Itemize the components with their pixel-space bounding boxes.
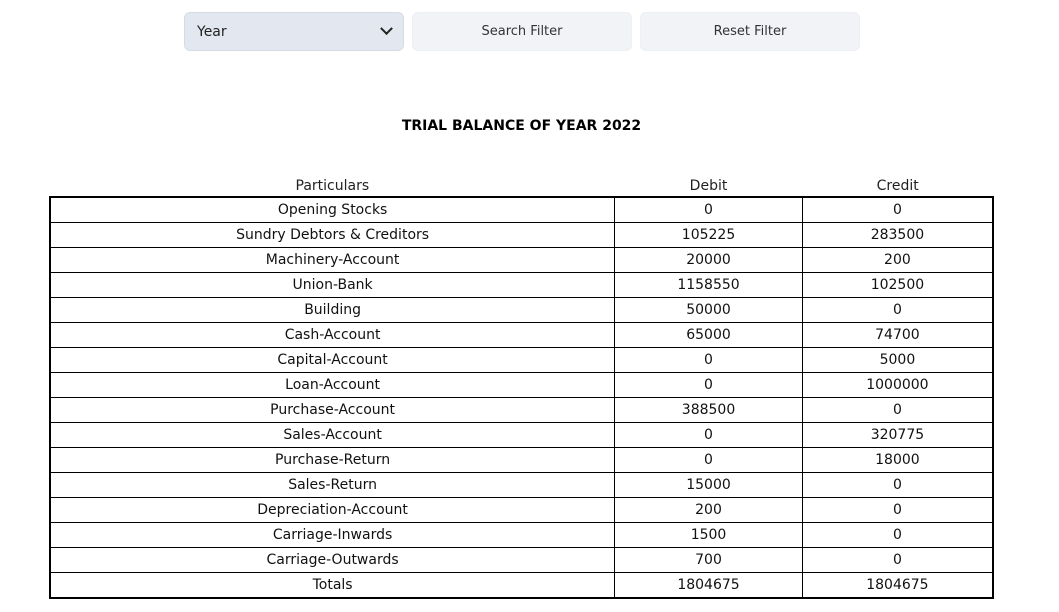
table-row: Purchase-Return 0 18000 [49,447,994,473]
table-row: Loan-Account 0 1000000 [49,372,994,398]
debit-cell: 200 [614,497,803,523]
year-select[interactable]: Year [184,12,404,51]
credit-cell: 102500 [801,272,994,298]
credit-cell: 200 [801,247,994,273]
credit-cell: 1000000 [801,372,994,398]
credit-cell: 0 [801,547,994,573]
particulars-cell: Depreciation-Account [49,497,616,523]
year-select-value: Year [197,23,227,40]
table-row: Capital-Account 0 5000 [49,347,994,373]
credit-cell: 0 [801,397,994,423]
report-title: TRIAL BALANCE OF YEAR 2022 [401,118,642,134]
credit-cell: 0 [801,196,994,223]
particulars-cell: Purchase-Account [49,397,616,423]
debit-cell: 1804675 [614,572,803,599]
debit-cell: 0 [614,196,803,223]
table-row: Sales-Account 0 320775 [49,422,994,448]
debit-cell: 0 [614,422,803,448]
table-row: Building 50000 0 [49,297,994,323]
particulars-cell: Capital-Account [49,347,616,373]
reset-filter-button[interactable]: Reset Filter [640,12,860,51]
particulars-cell: Totals [49,572,616,599]
credit-cell: 0 [801,297,994,323]
table-row: Sales-Return 15000 0 [49,472,994,498]
particulars-cell: Machinery-Account [49,247,616,273]
table-row: Union-Bank 1158550 102500 [49,272,994,298]
table-row: Carriage-Outwards 700 0 [49,547,994,573]
debit-cell: 700 [614,547,803,573]
credit-cell: 283500 [801,222,994,248]
credit-cell: 5000 [801,347,994,373]
debit-cell: 50000 [614,297,803,323]
particulars-cell: Sundry Debtors & Creditors [49,222,616,248]
debit-cell: 1158550 [614,272,803,298]
filter-bar: Year Search Filter Reset Filter [184,12,860,51]
particulars-cell: Carriage-Inwards [49,522,616,548]
column-header-particulars: Particulars [295,178,370,194]
particulars-cell: Cash-Account [49,322,616,348]
table-header-row: Particulars Debit Credit [50,172,993,197]
debit-cell: 0 [614,447,803,473]
table-row: Totals 1804675 1804675 [49,572,994,599]
credit-cell: 0 [801,497,994,523]
particulars-cell: Union-Bank [49,272,616,298]
particulars-cell: Building [49,297,616,323]
chevron-down-icon [380,22,393,36]
credit-cell: 74700 [801,322,994,348]
debit-cell: 0 [614,372,803,398]
table-row: Carriage-Inwards 1500 0 [49,522,994,548]
table-row: Depreciation-Account 200 0 [49,497,994,523]
debit-cell: 20000 [614,247,803,273]
table-row: Purchase-Account 388500 0 [49,397,994,423]
table-row: Cash-Account 65000 74700 [49,322,994,348]
debit-cell: 1500 [614,522,803,548]
table-row: Opening Stocks 0 0 [49,196,994,223]
particulars-cell: Sales-Account [49,422,616,448]
particulars-cell: Carriage-Outwards [49,547,616,573]
particulars-cell: Opening Stocks [49,196,616,223]
debit-cell: 65000 [614,322,803,348]
table-body: Opening Stocks 0 0 Sundry Debtors & Credito… [49,196,994,599]
particulars-cell: Sales-Return [49,472,616,498]
credit-cell: 1804675 [801,572,994,599]
column-header-credit: Credit [876,178,919,194]
table-row: Sundry Debtors & Creditors 105225 283500 [49,222,994,248]
search-filter-button[interactable]: Search Filter [412,12,632,51]
trial-balance-table: Particulars Debit Credit Opening Stocks 0… [49,172,994,599]
debit-cell: 105225 [614,222,803,248]
debit-cell: 388500 [614,397,803,423]
credit-cell: 0 [801,522,994,548]
debit-cell: 0 [614,347,803,373]
credit-cell: 0 [801,472,994,498]
debit-cell: 15000 [614,472,803,498]
particulars-cell: Loan-Account [49,372,616,398]
table-row: Machinery-Account 20000 200 [49,247,994,273]
credit-cell: 320775 [801,422,994,448]
credit-cell: 18000 [801,447,994,473]
particulars-cell: Purchase-Return [49,447,616,473]
column-header-debit: Debit [689,178,728,194]
